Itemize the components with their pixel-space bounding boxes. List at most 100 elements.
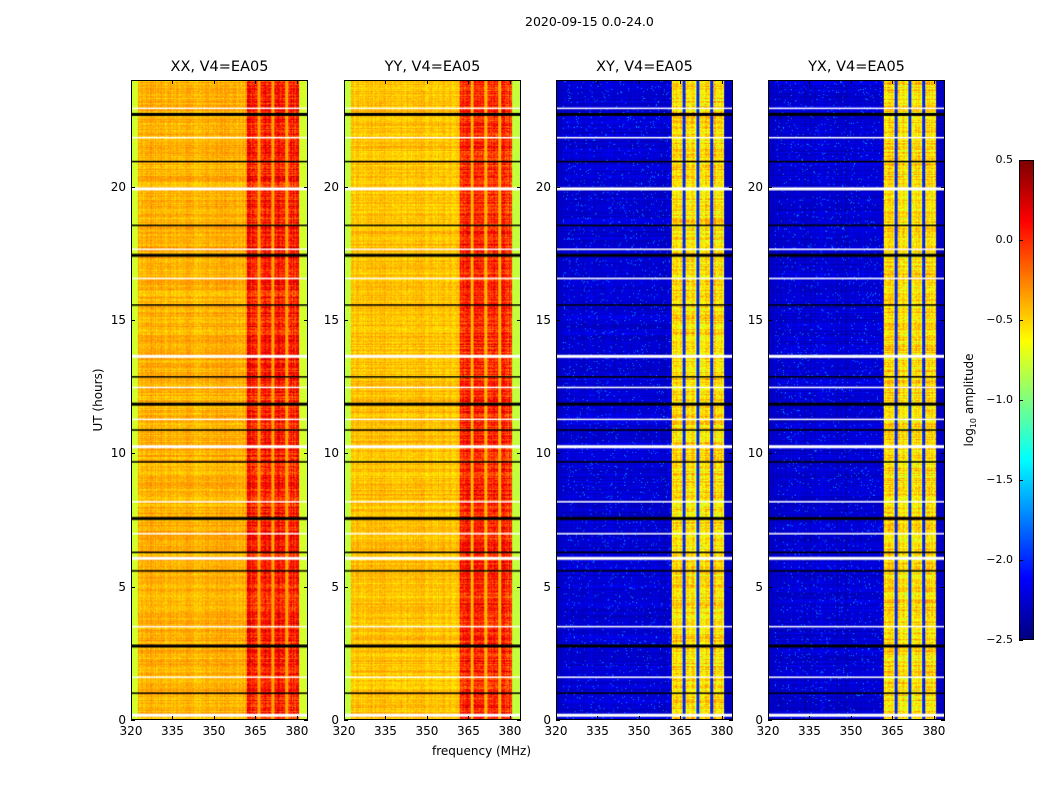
x-tick-label: 320 (332, 724, 356, 738)
y-tick-label: 5 (755, 579, 763, 594)
y-tick (941, 186, 945, 188)
y-tick-label: 20 (323, 179, 339, 194)
heatmap-panel (344, 80, 521, 720)
panel-title: XY, V4=EA05 (596, 59, 693, 75)
y-tick (556, 720, 560, 721)
y-tick (131, 453, 135, 455)
y-tick-label: 10 (747, 446, 763, 461)
x-tick (597, 716, 599, 720)
x-tick (933, 716, 935, 720)
x-tick (638, 80, 640, 84)
colorbar-tick-label: 0.0 (995, 233, 1014, 246)
x-tick (255, 80, 257, 84)
x-tick-label: 365 (244, 724, 267, 738)
panel-title: XX, V4=EA05 (170, 59, 269, 75)
y-tick-label: 15 (323, 313, 339, 327)
panel-title: YX, V4=EA05 (808, 59, 905, 75)
y-tick-label: 0 (755, 713, 763, 727)
colorbar-tick (1019, 240, 1023, 241)
y-tick (768, 320, 772, 321)
y-tick (517, 186, 521, 188)
x-tick (721, 716, 723, 720)
x-tick-label: 365 (457, 724, 480, 738)
y-tick (517, 720, 521, 721)
colorbar-tick (1019, 560, 1023, 561)
y-tick (517, 586, 521, 588)
y-tick-label: 15 (110, 313, 126, 327)
x-tick (426, 716, 428, 720)
y-tick (344, 586, 348, 588)
y-tick (556, 186, 560, 188)
x-tick-label: 380 (498, 724, 522, 738)
x-tick-label: 335 (798, 724, 821, 738)
y-tick (344, 320, 348, 321)
x-tick (213, 80, 215, 84)
y-tick (304, 720, 308, 721)
y-tick (344, 453, 348, 455)
colorbar-tick-label: −1.0 (986, 393, 1013, 406)
y-tick-label: 0 (543, 713, 551, 727)
y-tick (131, 586, 135, 588)
y-tick (941, 586, 945, 588)
x-tick (638, 716, 640, 720)
heatmap-panel (556, 80, 733, 720)
x-tick-label: 320 (119, 724, 143, 738)
x-tick (509, 716, 511, 720)
x-tick-label: 350 (839, 724, 863, 738)
y-tick-label: 0 (118, 713, 126, 727)
x-tick (172, 716, 174, 720)
colorbar-tick-label: −0.5 (986, 313, 1013, 326)
x-tick-label: 335 (374, 724, 397, 738)
y-tick (729, 586, 733, 588)
y-tick (729, 453, 733, 455)
colorbar-gradient (1020, 161, 1033, 639)
x-tick-label: 320 (544, 724, 568, 738)
x-tick (344, 716, 345, 720)
x-tick (344, 80, 345, 84)
y-tick (131, 320, 135, 321)
x-tick-label: 320 (756, 724, 780, 738)
y-tick (344, 720, 348, 721)
heatmap-image (345, 81, 520, 719)
x-tick (509, 80, 511, 84)
y-tick (941, 453, 945, 455)
heatmap-panel (768, 80, 945, 720)
x-tick (892, 716, 894, 720)
y-tick (941, 320, 945, 321)
y-tick (517, 453, 521, 455)
x-tick (680, 80, 682, 84)
x-tick (296, 80, 298, 84)
x-tick (809, 80, 811, 84)
x-tick (850, 716, 852, 720)
colorbar-tick-label: 0.5 (995, 153, 1014, 166)
panel-title: YY, V4=EA05 (384, 59, 481, 75)
y-tick (131, 186, 135, 188)
x-tick-label: 365 (669, 724, 692, 738)
x-tick (768, 716, 769, 720)
y-tick-label: 10 (535, 446, 551, 461)
x-tick (131, 80, 132, 84)
colorbar-tick-label: −1.5 (986, 473, 1013, 486)
x-tick (556, 716, 557, 720)
x-tick (892, 80, 894, 84)
x-tick (809, 716, 811, 720)
y-tick-label: 20 (747, 179, 763, 194)
x-tick-label: 350 (415, 724, 439, 738)
y-tick (729, 720, 733, 721)
x-tick (468, 80, 470, 84)
x-tick (680, 716, 682, 720)
y-tick (768, 453, 772, 455)
y-tick (304, 586, 308, 588)
x-tick-label: 380 (285, 724, 309, 738)
x-tick-label: 335 (161, 724, 184, 738)
y-tick (556, 586, 560, 588)
y-tick (304, 453, 308, 455)
y-tick-label: 10 (323, 446, 339, 461)
colorbar-tick (1019, 160, 1023, 161)
suptitle: 2020-09-15 0.0-24.0 (525, 14, 654, 29)
y-tick-label: 20 (110, 179, 126, 194)
y-tick-label: 0 (331, 713, 339, 727)
y-tick (556, 320, 560, 321)
x-tick (850, 80, 852, 84)
y-tick (729, 186, 733, 188)
